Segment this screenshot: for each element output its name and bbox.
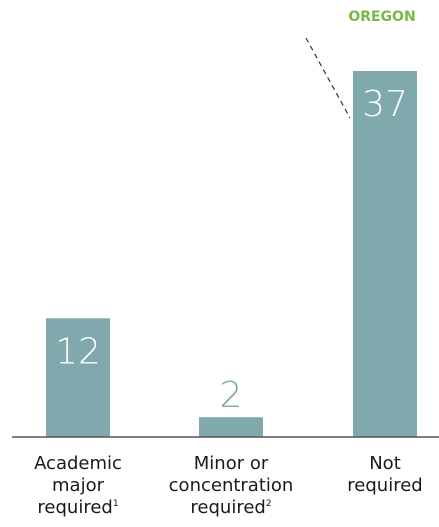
annotation-leader-line (306, 38, 350, 118)
category-label-line: concentration (169, 475, 294, 496)
category-label-1: Minor or concentration required2 (169, 453, 294, 518)
category-label-line: required (37, 497, 112, 518)
bar-1 (199, 417, 263, 437)
value-label-2: 37 (362, 84, 408, 125)
category-label-line: Minor or (194, 453, 269, 474)
footnote-marker: 2 (266, 499, 272, 509)
category-label-line: major (52, 475, 105, 496)
category-label-line: required (190, 497, 265, 518)
annotation-label: OREGON (348, 9, 415, 25)
bar-2 (353, 71, 417, 437)
value-label-0: 12 (55, 331, 101, 372)
category-label-line: Academic (34, 453, 122, 474)
category-label-line: Not (369, 453, 401, 474)
value-label-1: 2 (220, 375, 243, 416)
category-label-2: Not required (347, 453, 422, 496)
category-label-line: required (347, 475, 422, 496)
footnote-marker: 1 (113, 499, 119, 509)
category-label-0: Academic major required1 (34, 453, 122, 518)
